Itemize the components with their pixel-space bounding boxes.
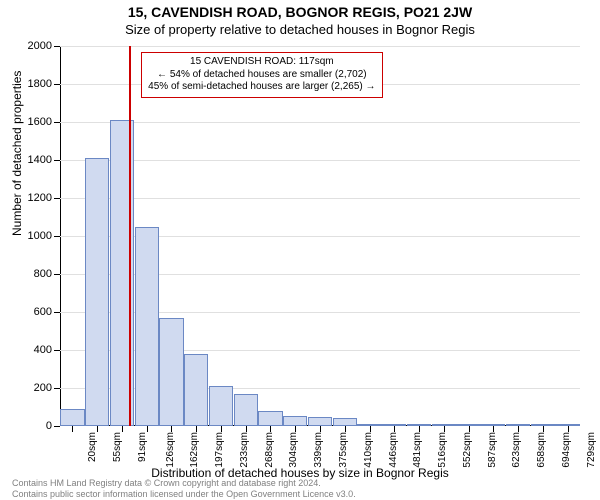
x-tick-label: 339sqm (313, 432, 324, 468)
histogram-bar (333, 418, 357, 426)
histogram-bar (135, 227, 159, 427)
property-marker-line (129, 46, 131, 426)
x-tick-label: 516sqm (437, 432, 448, 468)
y-tick-label: 1200 (28, 192, 60, 204)
x-tick-label: 729sqm (585, 432, 596, 468)
x-tick-label: 410sqm (363, 432, 374, 468)
footer-line: Contains public sector information licen… (12, 489, 356, 499)
x-tick-label: 197sqm (214, 432, 225, 468)
y-tick-label: 0 (46, 420, 60, 432)
footer-line: Contains HM Land Registry data © Crown c… (12, 478, 356, 488)
footer-attribution: Contains HM Land Registry data © Crown c… (12, 478, 356, 499)
histogram-bar (209, 386, 233, 426)
x-tick (295, 426, 296, 432)
x-tick (171, 426, 172, 432)
x-tick-label: 446sqm (387, 432, 398, 468)
x-tick-label: 20sqm (87, 432, 98, 462)
x-tick-label: 587sqm (486, 432, 497, 468)
x-tick (147, 426, 148, 432)
x-tick-label: 268sqm (263, 432, 274, 468)
x-tick (518, 426, 519, 432)
x-tick (196, 426, 197, 432)
histogram-bar (184, 354, 208, 426)
x-tick-label: 694sqm (561, 432, 572, 468)
y-tick-label: 200 (34, 382, 60, 394)
x-tick (246, 426, 247, 432)
x-tick (122, 426, 123, 432)
x-tick (419, 426, 420, 432)
gridline (60, 122, 580, 123)
gridline (60, 160, 580, 161)
x-tick (320, 426, 321, 432)
y-tick-label: 800 (34, 268, 60, 280)
histogram-bar (60, 409, 84, 426)
x-tick (394, 426, 395, 432)
histogram-bar (283, 416, 307, 426)
gridline (60, 46, 580, 47)
x-tick-label: 623sqm (511, 432, 522, 468)
x-tick (345, 426, 346, 432)
x-tick-label: 658sqm (536, 432, 547, 468)
x-tick (493, 426, 494, 432)
histogram-bar (234, 394, 258, 426)
x-tick-label: 304sqm (288, 432, 299, 468)
x-tick (370, 426, 371, 432)
x-tick (469, 426, 470, 432)
x-tick (221, 426, 222, 432)
y-tick-label: 400 (34, 344, 60, 356)
x-tick-label: 126sqm (164, 432, 175, 468)
chart-root: 15, CAVENDISH ROAD, BOGNOR REGIS, PO21 2… (0, 0, 600, 500)
histogram-bar (258, 411, 282, 426)
x-tick (270, 426, 271, 432)
chart-title-main: 15, CAVENDISH ROAD, BOGNOR REGIS, PO21 2… (0, 4, 600, 20)
x-tick (444, 426, 445, 432)
x-tick-label: 552sqm (462, 432, 473, 468)
histogram-bar (308, 417, 332, 426)
x-tick-label: 375sqm (338, 432, 349, 468)
gridline (60, 198, 580, 199)
annotation-line: 45% of semi-detached houses are larger (… (148, 81, 375, 94)
y-tick-label: 1800 (28, 78, 60, 90)
x-tick-label: 233sqm (239, 432, 250, 468)
x-tick (568, 426, 569, 432)
x-tick (97, 426, 98, 432)
histogram-bar (159, 318, 183, 426)
y-axis-label: Number of detached properties (10, 71, 24, 236)
x-tick-label: 481sqm (412, 432, 423, 468)
plot-area: 020040060080010001200140016001800200020s… (60, 46, 580, 426)
x-tick-label: 162sqm (189, 432, 200, 468)
y-tick-label: 1600 (28, 116, 60, 128)
x-tick (72, 426, 73, 432)
x-tick-label: 91sqm (137, 432, 148, 462)
chart-title-sub: Size of property relative to detached ho… (0, 22, 600, 37)
x-tick (543, 426, 544, 432)
y-tick-label: 2000 (28, 40, 60, 52)
x-tick-label: 55sqm (112, 432, 123, 462)
y-tick-label: 1400 (28, 154, 60, 166)
y-tick-label: 1000 (28, 230, 60, 242)
annotation-line: 15 CAVENDISH ROAD: 117sqm (148, 56, 375, 69)
annotation-box: 15 CAVENDISH ROAD: 117sqm← 54% of detach… (141, 52, 382, 98)
annotation-line: ← 54% of detached houses are smaller (2,… (148, 69, 375, 82)
y-tick-label: 600 (34, 306, 60, 318)
histogram-bar (85, 158, 109, 426)
